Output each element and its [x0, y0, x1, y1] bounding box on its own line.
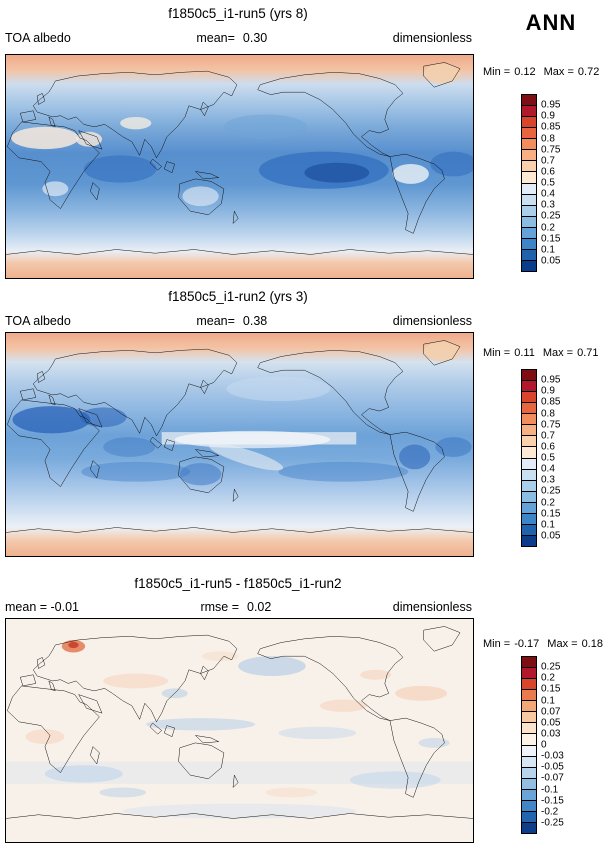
season-label: ANN — [525, 10, 577, 35]
panel-title: f1850c5_i1-run2 (yrs 3) — [168, 289, 308, 304]
min-label: Min = — [483, 347, 511, 359]
colorbar-run2 — [521, 369, 537, 547]
minmax-run2: Min = 0.11 Max = 0.71 — [483, 347, 613, 359]
map-run5 — [5, 54, 474, 279]
diff-mean-stat: mean = -0.01 — [5, 600, 80, 614]
max-value: 0.71 — [577, 347, 599, 359]
mean-stat: mean= 0.38 — [196, 314, 267, 328]
mean-label: mean= — [196, 31, 235, 45]
map-run2 — [5, 332, 474, 557]
colorbar-diff — [521, 656, 537, 834]
albedo-field-run2 — [6, 333, 473, 556]
albedo-field-run5 — [6, 55, 473, 278]
min-label: Min = — [483, 638, 511, 650]
panel-title: f1850c5_i1-run5 - f1850c5_i1-run2 — [134, 576, 342, 591]
minmax-diff: Min = -0.17 Max = 0.18 — [483, 638, 613, 650]
colorbar-labels-run2: 0.95 0.9 0.85 0.8 0.75 0.7 0.6 0.5 0.4 0.3 0.25 0.2… — [541, 374, 561, 542]
min-value: -0.17 — [514, 638, 540, 650]
variable-label: TOA albedo — [5, 31, 71, 45]
diff-field — [6, 619, 473, 842]
panel-header: mean = -0.01 rmse = 0.02 dimensionless — [5, 600, 472, 614]
max-value: 0.18 — [581, 638, 603, 650]
colorbar-run5 — [521, 94, 537, 272]
min-value: 0.11 — [514, 347, 535, 359]
mean-label: mean= — [196, 314, 235, 328]
max-label: Max = — [543, 66, 574, 78]
map-run2-svg — [6, 333, 473, 556]
variable-label: TOA albedo — [5, 314, 71, 328]
min-value: 0.12 — [514, 66, 536, 78]
rmse-value: 0.02 — [247, 600, 272, 614]
minmax-run5: Min = 0.12 Max = 0.72 — [483, 66, 613, 78]
mean-value: 0.30 — [242, 31, 268, 45]
max-label: Max = — [547, 638, 578, 650]
max-label: Max = — [542, 347, 574, 359]
panel-header: TOA albedo mean= 0.38 dimensionless — [5, 314, 472, 328]
max-value: 0.72 — [577, 66, 600, 78]
rmse-stat: rmse = 0.02 — [200, 600, 271, 614]
panel-title: f1850c5_i1-run5 (yrs 8) — [168, 6, 308, 21]
map-diff-svg — [6, 619, 473, 842]
units-label: dimensionless — [392, 600, 472, 614]
panel-header: TOA albedo mean= 0.30 dimensionless — [5, 31, 472, 45]
map-run5-svg — [6, 55, 473, 278]
colorbar-labels-diff: 0.25 0.2 0.15 0.1 0.07 0.05 0.03 0 -0.03 -0.05 -0.… — [541, 661, 564, 829]
rmse-label: rmse = — [200, 600, 239, 614]
min-label: Min = — [483, 66, 511, 78]
mean-stat: mean= 0.30 — [196, 31, 267, 45]
units-label: dimensionless — [392, 31, 472, 45]
colorbar-labels-run5: 0.95 0.9 0.85 0.8 0.75 0.7 0.6 0.5 0.4 0.3 0.25 0.2… — [541, 99, 561, 267]
mean-value: 0.38 — [242, 314, 268, 328]
map-diff — [5, 618, 474, 843]
units-label: dimensionless — [392, 314, 472, 328]
